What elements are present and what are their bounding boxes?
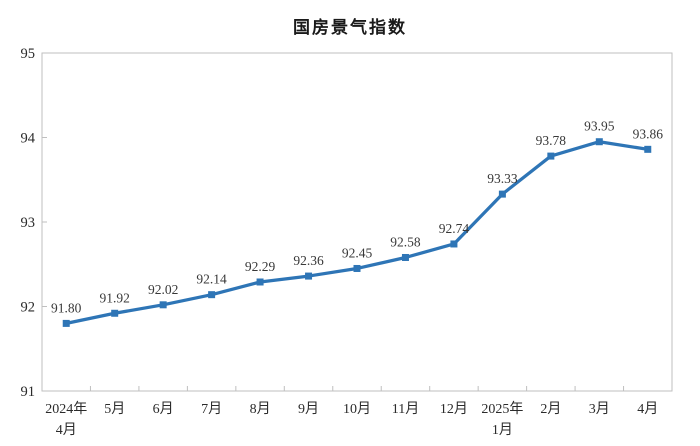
data-point-label: 93.33 bbox=[487, 171, 518, 186]
x-axis-label: 3月 bbox=[589, 401, 610, 417]
data-point-label: 91.92 bbox=[100, 290, 130, 305]
x-axis-label: 2月 bbox=[540, 401, 561, 417]
x-axis-label: 8月 bbox=[250, 401, 271, 417]
x-axis-label: 10月 bbox=[343, 401, 371, 417]
data-point-label: 93.86 bbox=[633, 126, 664, 141]
x-axis-label: 11月 bbox=[392, 401, 419, 417]
data-point-marker bbox=[208, 291, 216, 299]
x-axis-label: 12月 bbox=[440, 401, 468, 417]
x-axis-label: 6月 bbox=[153, 401, 174, 417]
data-point-label: 92.02 bbox=[148, 282, 178, 297]
data-point-label: 91.80 bbox=[51, 300, 82, 315]
data-point-marker bbox=[498, 190, 506, 198]
data-point-marker bbox=[450, 240, 458, 248]
y-axis-label: 93 bbox=[21, 215, 36, 231]
data-point-label: 92.14 bbox=[196, 272, 227, 287]
data-point-label: 92.36 bbox=[293, 253, 324, 268]
data-point-marker bbox=[62, 319, 70, 327]
plot-area-border bbox=[41, 52, 673, 392]
y-axis-label: 95 bbox=[21, 46, 36, 62]
data-point-marker bbox=[305, 272, 313, 280]
x-axis-label: 4月 bbox=[637, 401, 658, 417]
data-point-marker bbox=[644, 145, 652, 153]
x-axis-label: 7月 bbox=[201, 401, 222, 417]
data-point-label: 93.78 bbox=[536, 133, 567, 148]
x-axis-label: 5月 bbox=[104, 401, 125, 417]
y-axis-label: 94 bbox=[21, 131, 36, 147]
x-axis-label: 9月 bbox=[298, 401, 319, 417]
data-point-label: 92.45 bbox=[342, 245, 373, 260]
data-point-marker bbox=[401, 253, 409, 261]
data-point-label: 93.95 bbox=[584, 119, 615, 134]
y-axis-label: 91 bbox=[21, 384, 36, 400]
data-point-marker bbox=[256, 278, 264, 286]
data-point-marker bbox=[547, 152, 555, 160]
data-point-marker bbox=[111, 309, 119, 317]
x-axis-label: 2025年 1月 bbox=[481, 401, 523, 438]
y-axis-label: 92 bbox=[21, 300, 36, 316]
data-point-marker bbox=[159, 301, 167, 309]
data-point-marker bbox=[353, 264, 361, 272]
chart-title: 国房景气指数 bbox=[293, 18, 407, 37]
data-point-label: 92.58 bbox=[390, 234, 421, 249]
data-point-label: 92.74 bbox=[439, 221, 470, 236]
x-axis-label: 2024年 4月 bbox=[45, 401, 87, 438]
data-point-marker bbox=[595, 138, 603, 146]
data-point-label: 92.29 bbox=[245, 259, 276, 274]
